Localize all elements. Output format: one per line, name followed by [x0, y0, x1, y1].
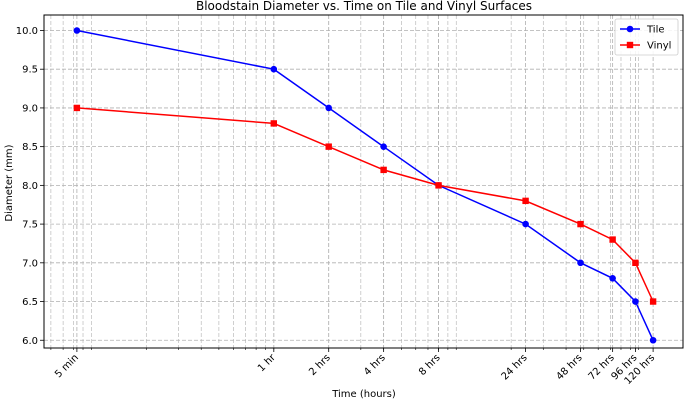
y-tick-label: 6.0: [22, 336, 38, 347]
legend-vinyl-label: Vinyl: [647, 41, 671, 52]
legend-tile-label: Tile: [646, 25, 665, 36]
series-layer: [73, 27, 657, 344]
vinyl-data-point: [649, 298, 657, 305]
legend-tile-marker: [626, 25, 634, 33]
vinyl-data-point: [325, 143, 332, 150]
tile-data-point: [577, 259, 584, 267]
tile-data-point: [73, 27, 81, 34]
x-tick-label: 4 hrs: [362, 352, 388, 378]
plot-frame: [43, 14, 684, 349]
y-tick-label: 6.5: [22, 297, 38, 308]
y-tick-label: 8.5: [22, 142, 38, 153]
vinyl-data-point: [522, 197, 529, 205]
x-tick-label: 2 hrs: [307, 352, 333, 378]
tile-data-point: [609, 275, 616, 282]
y-tick-label: 9.0: [22, 103, 38, 114]
x-tick-label: 24 hrs: [500, 352, 530, 382]
x-tick-label: 8 hrs: [417, 352, 443, 378]
vinyl-series-line: [76, 107, 654, 302]
chart-title: Bloodstain Diameter vs. Time on Tile and…: [196, 0, 532, 13]
tile-data-point: [270, 65, 278, 73]
axes: 5 min 1 hr 2 hrs 4 hrs 8 hrs 24 hrs 48 hrs 72 h…: [16, 26, 657, 387]
vinyl-data-point: [270, 120, 277, 127]
y-tick-label: 7.5: [22, 220, 38, 231]
vinyl-data-point: [609, 236, 616, 243]
tile-data-point: [325, 104, 333, 112]
y-tick-label: 10.0: [16, 26, 38, 37]
legend: Tile Vinyl: [614, 18, 679, 56]
y-tick-label: 8.0: [22, 181, 38, 192]
tile-data-point: [649, 336, 657, 344]
vinyl-data-point: [435, 182, 442, 189]
x-axis-label: Time (hours): [331, 389, 396, 400]
tile-data-point: [632, 298, 639, 305]
tile-series-line: [76, 29, 654, 341]
vinyl-data-point: [632, 259, 639, 267]
grid: [44, 15, 683, 348]
y-axis-label: Diameter (mm): [4, 144, 15, 221]
vinyl-data-point: [577, 220, 584, 228]
y-tick-label: 9.5: [22, 65, 38, 76]
x-tick-label: 48 hrs: [555, 352, 585, 382]
tile-data-point: [522, 220, 529, 228]
vinyl-data-point: [380, 166, 387, 174]
y-tick-label: 7.0: [22, 258, 38, 269]
vinyl-data-point: [73, 104, 81, 112]
legend-vinyl-marker: [626, 41, 634, 49]
x-tick-label: 5 min: [53, 352, 81, 380]
tile-data-point: [380, 143, 387, 150]
x-tick-label: 1 hr: [256, 352, 279, 375]
